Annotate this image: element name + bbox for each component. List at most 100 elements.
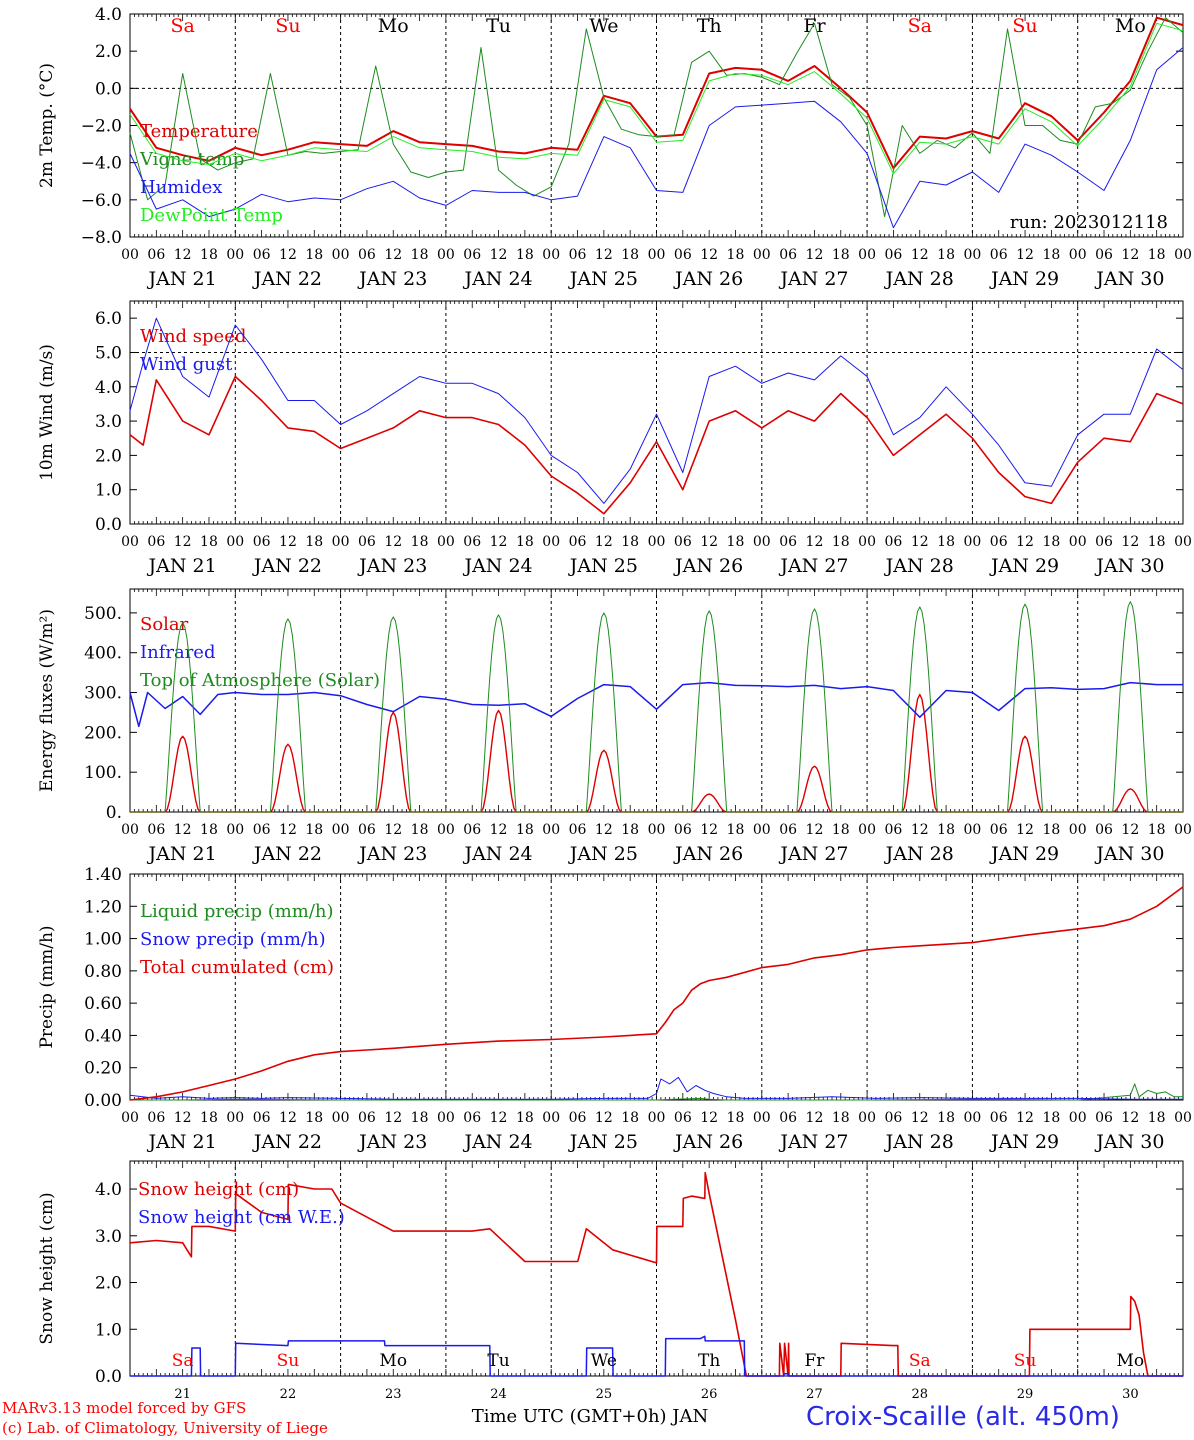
hour-tick-label: 00: [226, 1110, 244, 1126]
hour-tick-label: 00: [226, 534, 244, 550]
day-label: JAN 30: [1094, 555, 1164, 577]
legend-entry: Temperature: [140, 121, 258, 142]
hour-tick-label: 12: [490, 1110, 508, 1126]
day-label: JAN 24: [462, 1131, 532, 1153]
hour-tick-label: 06: [885, 1110, 903, 1126]
hour-tick-label: 18: [727, 247, 745, 263]
hour-tick-label: 12: [911, 247, 929, 263]
hour-tick-label: 18: [1148, 534, 1166, 550]
day-number-label: 26: [701, 1387, 718, 1402]
day-label: JAN 23: [357, 843, 427, 865]
hour-tick-label: 18: [1148, 822, 1166, 838]
day-label: JAN 21: [147, 268, 217, 290]
y-tick-label: 0.0: [95, 515, 122, 535]
weekday-label: Mo: [1117, 1351, 1145, 1371]
hour-tick-label: 00: [332, 247, 350, 263]
day-label: JAN 25: [568, 843, 638, 865]
hour-tick-label: 12: [174, 822, 192, 838]
hour-tick-label: 12: [490, 247, 508, 263]
day-label: JAN 25: [568, 555, 638, 577]
hour-tick-label: 12: [1121, 822, 1139, 838]
day-label: JAN 24: [462, 268, 532, 290]
y-axis-label: Snow height (cm): [37, 1192, 57, 1344]
day-label: JAN 21: [147, 843, 217, 865]
series-line-wind-speed: [129, 375, 1184, 515]
y-tick-label: 0.0: [95, 79, 122, 99]
hour-tick-label: 12: [490, 534, 508, 550]
panel-1: 4.0 2.0 0.0 −2.0 −4.0 −6.0 −8.0 2m Temp. (°C) 00…: [37, 5, 1192, 290]
hour-tick-label: 18: [621, 1110, 639, 1126]
hour-tick-label: 00: [858, 822, 876, 838]
hour-tick-label: 00: [648, 247, 666, 263]
weekday-label: Sa: [909, 1351, 931, 1371]
hour-tick-label: 12: [279, 822, 297, 838]
hour-tick-label: 18: [1148, 247, 1166, 263]
hour-tick-label: 18: [621, 247, 639, 263]
hour-tick-label: 06: [463, 822, 481, 838]
hour-tick-label: 00: [753, 1110, 771, 1126]
hour-tick-label: 00: [542, 247, 560, 263]
hour-tick-label: 00: [648, 822, 666, 838]
hour-tick-label: 00: [332, 822, 350, 838]
day-label: JAN 23: [357, 555, 427, 577]
hour-tick-label: 06: [674, 1110, 692, 1126]
day-label: JAN 24: [462, 843, 532, 865]
hour-tick-label: 06: [253, 247, 271, 263]
panel-5: 4.0 3.0 2.0 1.0 0.0 Snow height (cm) Snow heig…: [37, 1160, 1184, 1427]
y-tick-label: 0.40: [84, 1026, 122, 1046]
day-label: JAN 25: [568, 1131, 638, 1153]
hour-tick-label: 12: [384, 822, 402, 838]
hour-tick-label: 00: [963, 247, 981, 263]
hour-tick-label: 00: [753, 534, 771, 550]
weekday-label: Sa: [908, 15, 932, 37]
hour-tick-label: 06: [779, 534, 797, 550]
hour-tick-label: 12: [279, 247, 297, 263]
y-tick-label: 0.20: [84, 1059, 122, 1079]
hour-tick-label: 18: [832, 247, 850, 263]
hour-tick-label: 00: [332, 1110, 350, 1126]
weekday-label: Fr: [804, 1351, 825, 1371]
hour-tick-label: 12: [700, 247, 718, 263]
hour-tick-label: 18: [727, 534, 745, 550]
y-axis-label: Energy fluxes (W/m²): [37, 609, 57, 792]
hour-tick-label: 00: [1069, 822, 1087, 838]
hour-tick-label: 12: [806, 247, 824, 263]
hour-tick-label: 00: [753, 247, 771, 263]
y-tick-label: 1.00: [84, 930, 122, 950]
hour-tick-label: 12: [1121, 534, 1139, 550]
hour-tick-label: 18: [305, 1110, 323, 1126]
day-label: JAN 30: [1094, 268, 1164, 290]
day-label: JAN 23: [357, 1131, 427, 1153]
hour-tick-label: 06: [1095, 247, 1113, 263]
hour-tick-label: 06: [358, 534, 376, 550]
hour-tick-label: 06: [1095, 822, 1113, 838]
day-number-label: 28: [911, 1387, 928, 1402]
weekday-label: Su: [1012, 15, 1037, 37]
hour-tick-label: 12: [911, 1110, 929, 1126]
day-label: JAN 25: [568, 268, 638, 290]
day-number-label: 25: [596, 1387, 613, 1402]
hour-tick-label: 18: [727, 822, 745, 838]
y-tick-label: 2.0: [95, 42, 122, 62]
day-label: JAN 28: [884, 268, 954, 290]
hour-tick-label: 06: [463, 247, 481, 263]
weekday-label: Su: [1014, 1351, 1037, 1371]
hour-tick-label: 12: [490, 822, 508, 838]
hour-tick-label: 06: [990, 822, 1008, 838]
day-label: JAN 22: [252, 1131, 322, 1153]
hour-tick-label: 06: [463, 1110, 481, 1126]
hour-tick-label: 18: [305, 822, 323, 838]
y-tick-label: 3.0: [95, 1227, 122, 1247]
hour-tick-label: 12: [700, 534, 718, 550]
y-tick-label: 100.: [84, 763, 122, 783]
y-tick-label: 400.: [84, 644, 122, 664]
hour-tick-label: 12: [806, 822, 824, 838]
hour-tick-label: 00: [121, 822, 139, 838]
legend-entry: Vigne temp: [139, 149, 244, 170]
hour-tick-label: 12: [911, 534, 929, 550]
hour-tick-label: 18: [1042, 247, 1060, 263]
hour-tick-label: 06: [885, 534, 903, 550]
hour-tick-label: 12: [700, 822, 718, 838]
weekday-label: Th: [698, 1351, 720, 1371]
plot-frame: [129, 588, 1184, 813]
